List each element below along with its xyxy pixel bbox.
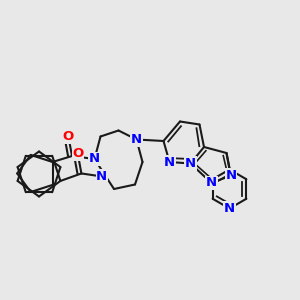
Text: N: N xyxy=(224,202,235,215)
Text: O: O xyxy=(72,148,83,160)
Text: N: N xyxy=(131,133,142,146)
Text: N: N xyxy=(89,152,100,166)
Text: N: N xyxy=(164,155,175,169)
Text: N: N xyxy=(206,176,217,190)
Text: N: N xyxy=(225,169,237,182)
Text: O: O xyxy=(63,130,74,143)
Text: N: N xyxy=(185,157,196,170)
Text: N: N xyxy=(96,170,107,183)
